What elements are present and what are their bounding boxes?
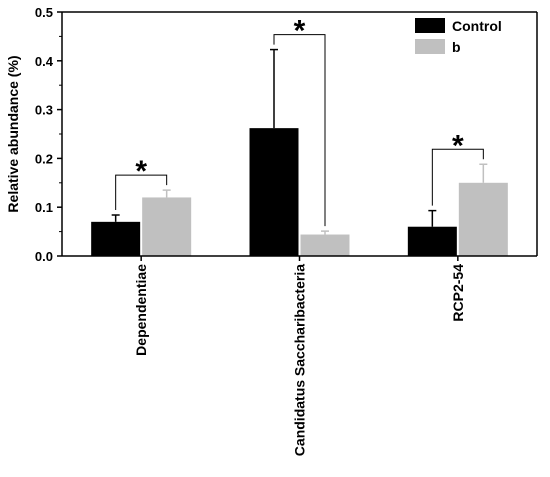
y-tick-label: 0.1 xyxy=(35,200,53,215)
significance-star: * xyxy=(294,15,306,48)
bar-control xyxy=(407,226,457,256)
bar-control xyxy=(91,221,141,256)
x-tick-label: Candidatus Saccharibacteria xyxy=(292,264,308,456)
legend-swatch-control xyxy=(415,18,445,33)
bar-b xyxy=(142,197,192,256)
legend-label: b xyxy=(452,39,461,55)
bar-control xyxy=(249,128,299,256)
bar-b xyxy=(458,182,508,256)
significance-star: * xyxy=(452,129,464,162)
y-tick-label: 0.0 xyxy=(35,249,53,264)
y-tick-label: 0.4 xyxy=(35,54,54,69)
bars-layer xyxy=(91,128,508,256)
y-tick-label: 0.5 xyxy=(35,5,53,20)
x-tick-label: RCP2-54 xyxy=(450,264,466,322)
significance-bracket xyxy=(273,34,326,227)
legend-swatch-b xyxy=(415,39,445,54)
significance-bracket xyxy=(115,174,168,211)
x-tick-label: Dependentiae xyxy=(133,264,149,356)
error-bars-layer xyxy=(111,48,488,235)
y-axis-label: Relative abundance (%) xyxy=(5,55,21,212)
significance-star: * xyxy=(135,155,147,188)
legend: Control b xyxy=(415,18,502,55)
significance-bracket xyxy=(431,148,484,206)
bar-b xyxy=(300,234,350,256)
y-tick-label: 0.2 xyxy=(35,151,53,166)
axes-layer: Dependentiae Candidatus Saccharibacteria R… xyxy=(35,5,538,456)
legend-label: Control xyxy=(452,18,502,34)
significance-layer: * * * xyxy=(115,15,484,227)
y-tick-label: 0.3 xyxy=(35,103,53,118)
